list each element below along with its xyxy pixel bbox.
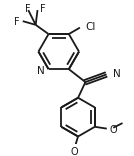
Text: F: F (14, 17, 20, 27)
Text: O: O (71, 147, 78, 156)
Text: O: O (110, 125, 117, 135)
Text: N: N (113, 69, 121, 79)
Text: N: N (37, 66, 45, 76)
Text: Cl: Cl (85, 22, 96, 32)
Text: F: F (40, 4, 46, 14)
Text: F: F (25, 4, 30, 14)
